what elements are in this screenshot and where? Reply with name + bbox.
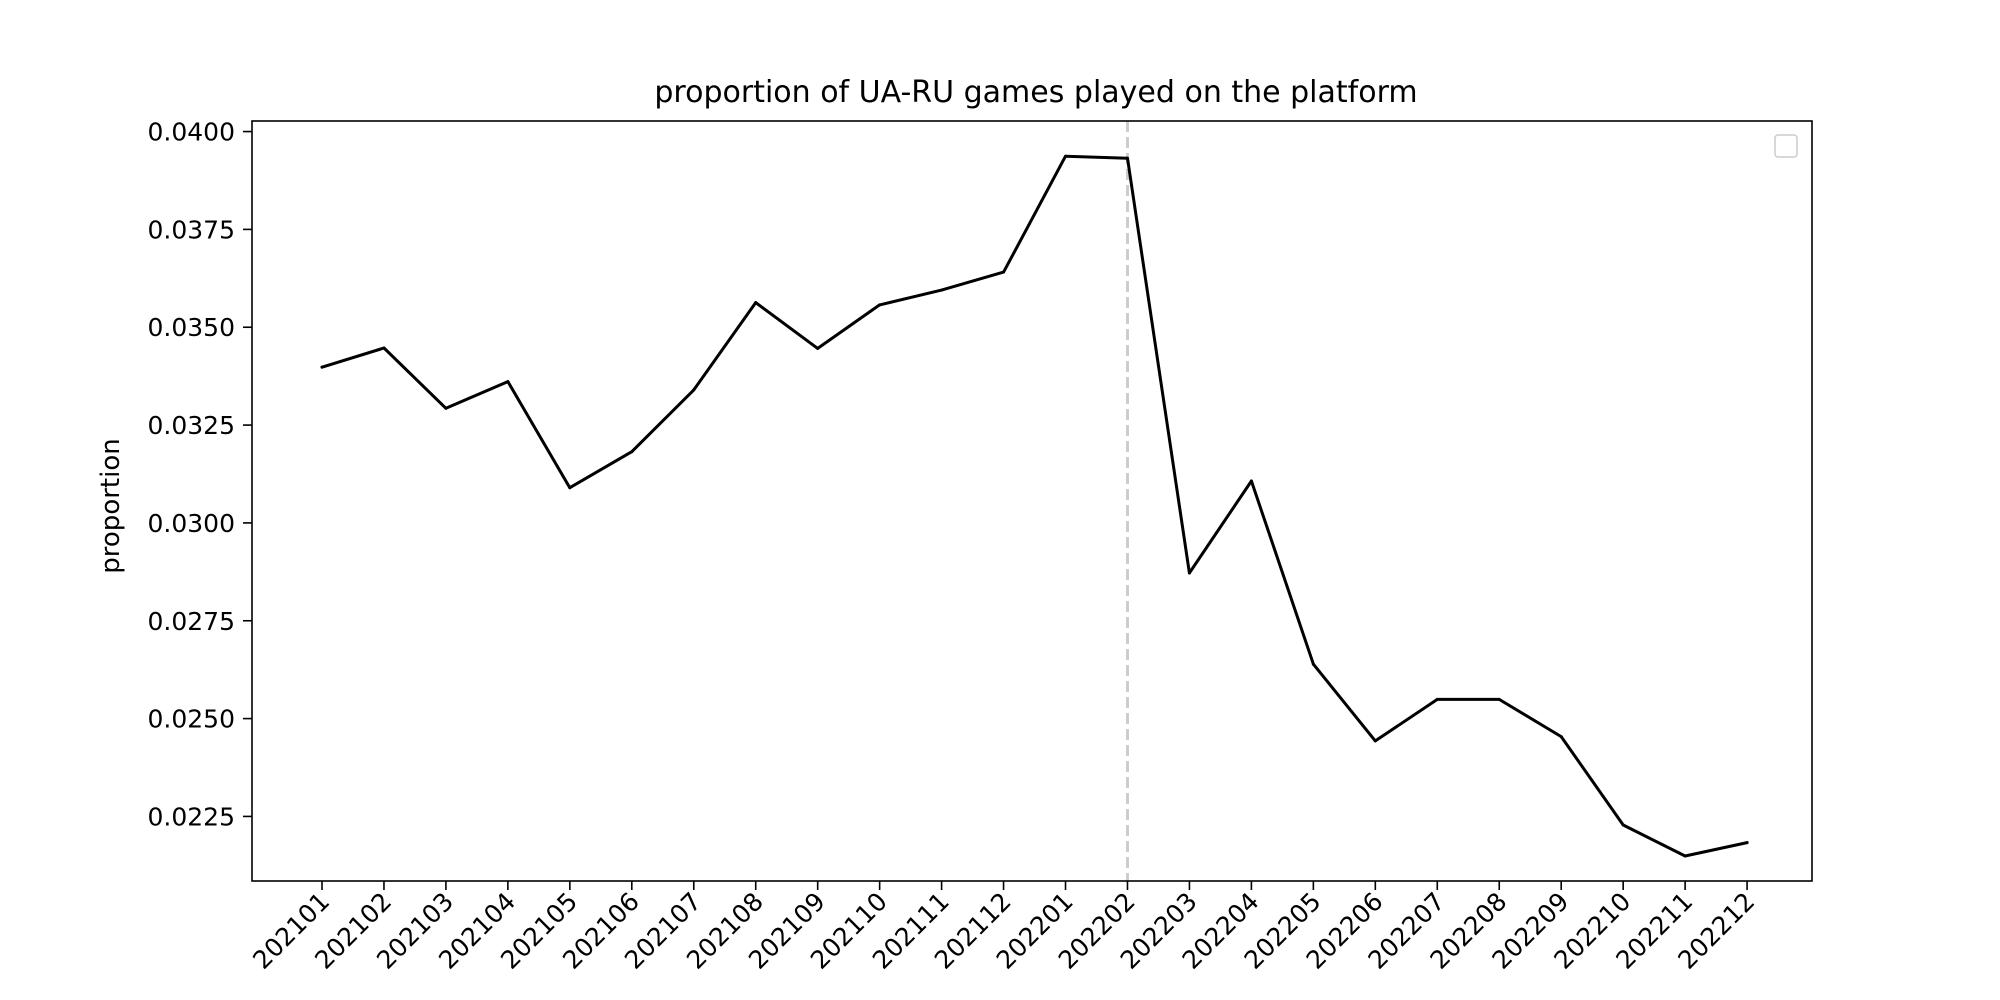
y-tick-label: 0.0400 <box>148 118 235 147</box>
data-point <box>1497 697 1501 701</box>
data-point <box>568 486 572 490</box>
data-point <box>1125 156 1129 160</box>
y-tick-label: 0.0375 <box>148 215 235 244</box>
data-point <box>1745 841 1749 845</box>
data-point <box>1559 735 1563 739</box>
data-point <box>320 365 324 369</box>
y-tick-label: 0.0350 <box>148 313 235 342</box>
y-tick-label: 0.0325 <box>148 411 235 440</box>
ticks-layer: 0.0225 0.0250 0.0275 0.0300 0.0325 0.0350 0.03… <box>148 118 1761 975</box>
marks-layer <box>320 121 1749 881</box>
data-point <box>630 450 634 454</box>
data-point <box>506 380 510 384</box>
data-point <box>1373 739 1377 743</box>
y-tick-label: 0.0300 <box>148 509 235 538</box>
data-point <box>1435 697 1439 701</box>
data-point <box>1683 854 1687 858</box>
data-point <box>1249 479 1253 483</box>
y-tick-label: 0.0250 <box>148 705 235 734</box>
data-point <box>878 303 882 307</box>
chart-title: proportion of UA-RU games played on the … <box>654 75 1417 110</box>
y-axis-label: proportion <box>96 438 126 573</box>
data-point <box>1621 823 1625 827</box>
plot-frame <box>251 120 1813 882</box>
y-tick-label: 0.0225 <box>148 802 235 831</box>
data-point <box>444 406 448 410</box>
legend-box <box>1774 134 1798 158</box>
y-tick-label: 0.0275 <box>148 607 235 636</box>
data-point <box>1311 662 1315 666</box>
data-point <box>382 346 386 350</box>
data-point <box>692 388 696 392</box>
series-line <box>320 154 1749 858</box>
data-point <box>754 301 758 305</box>
data-point <box>1002 270 1006 274</box>
data-point <box>940 288 944 292</box>
data-point <box>816 346 820 350</box>
data-point <box>1187 571 1191 575</box>
data-point <box>1064 154 1068 158</box>
